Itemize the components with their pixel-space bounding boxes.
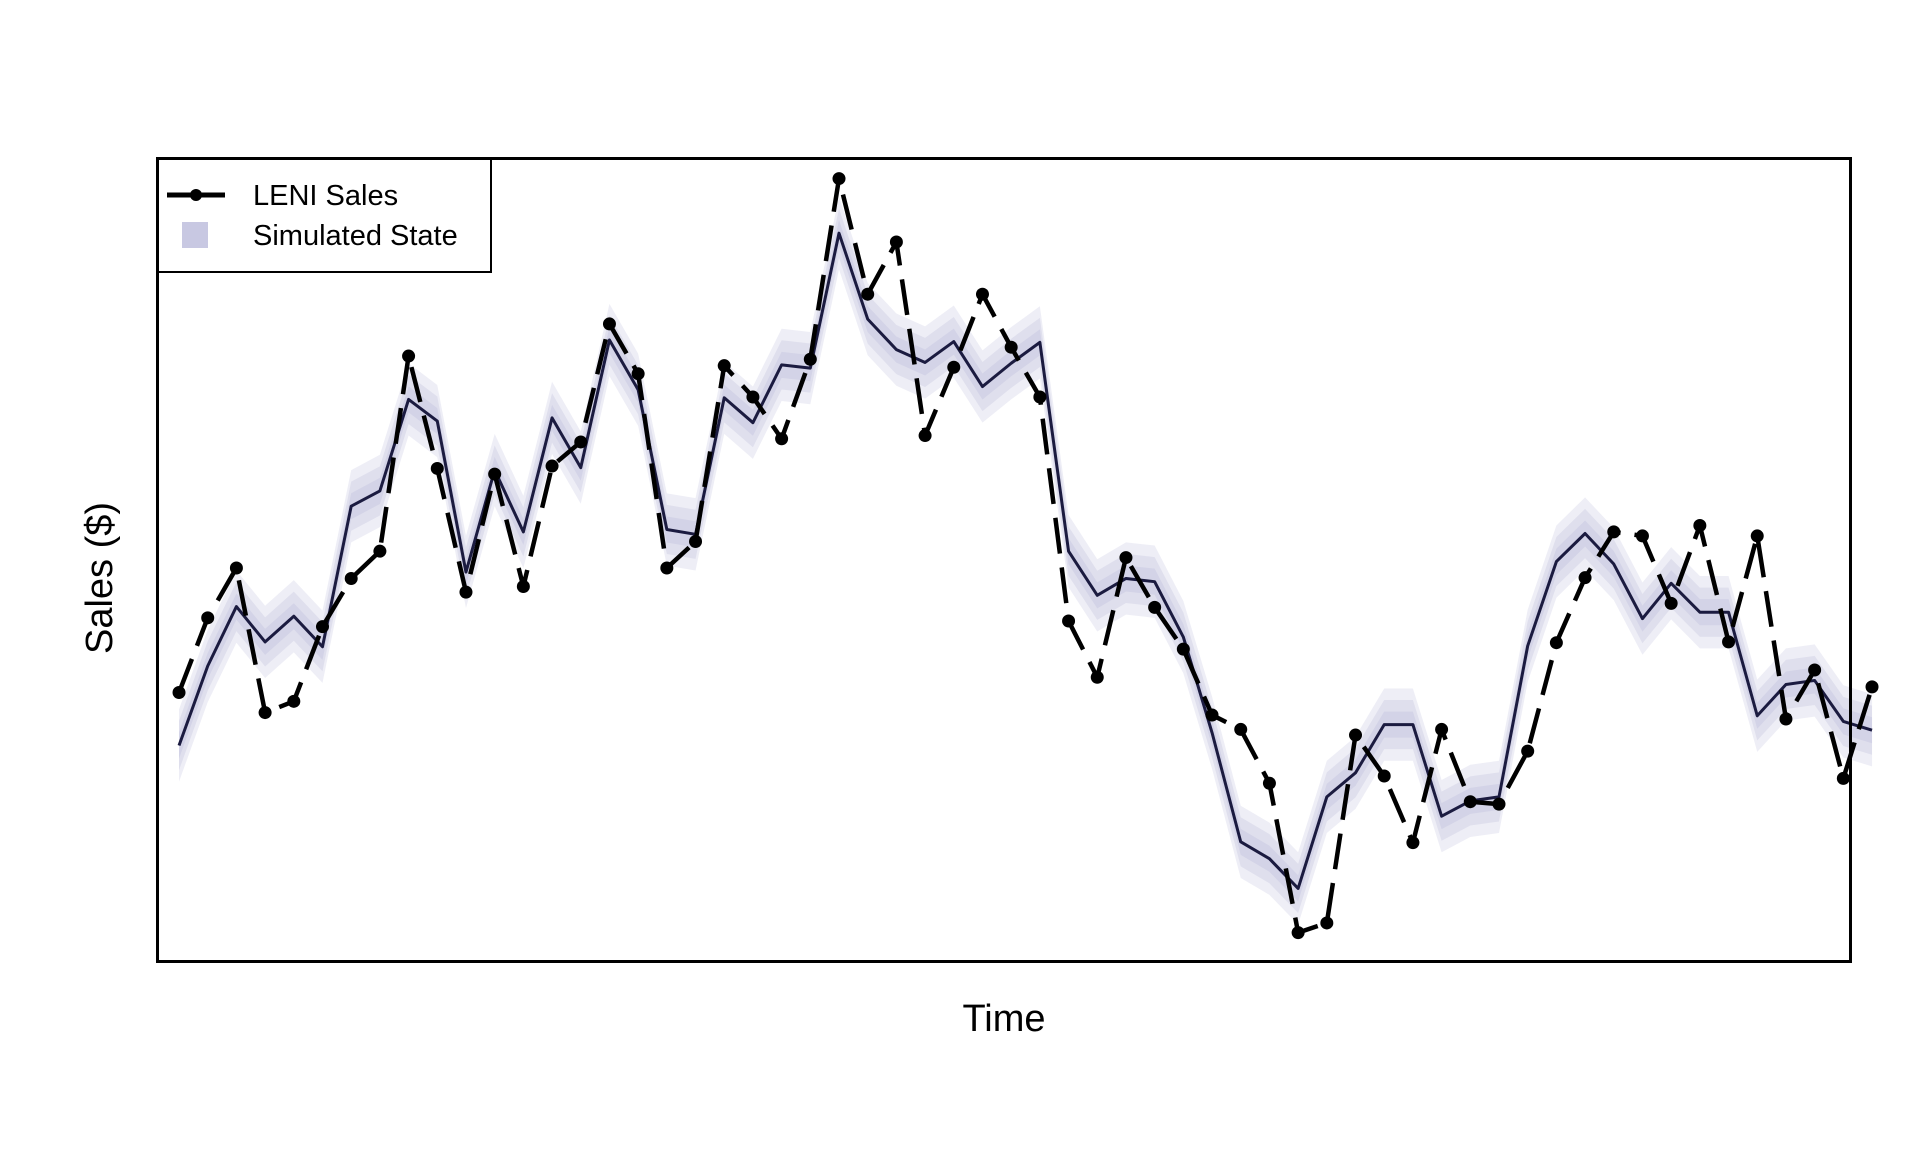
sales-point [1062,614,1076,628]
sales-point [1377,769,1391,783]
sales-point [1808,663,1822,677]
sales-point [918,429,932,443]
sales-point [1635,529,1649,543]
legend-label-state: Simulated State [253,220,458,252]
x-axis-title: Time [962,998,1045,1040]
legend-label-sales: LENI Sales [253,180,398,212]
sales-point [746,390,760,404]
sales-point [373,544,387,558]
sales-point [229,561,243,575]
sales-point [1865,680,1879,694]
sales-point [947,360,961,374]
sales-point [631,367,645,381]
sales-point [861,287,875,301]
sales-point [459,585,473,599]
sales-point [1664,596,1678,610]
sales-point [1406,836,1420,850]
y-axis-title: Sales ($) [79,502,121,654]
sales-point [574,435,588,449]
sales-point [287,694,301,708]
sales-point [315,620,329,634]
sales-point [1607,525,1621,539]
sales-point [602,317,616,331]
sales-point [803,352,817,366]
sales-point [775,432,789,446]
sales-point [1205,708,1219,722]
sales-point [344,571,358,585]
sales-point [1090,670,1104,684]
legend-band-swatch [182,222,208,248]
sales-point [689,535,703,549]
sales-point [1722,635,1736,649]
sales-point [1004,340,1018,354]
sales-point [1148,600,1162,614]
sales-point [1492,797,1506,811]
sales-point [832,172,846,186]
sales-point [1176,642,1190,656]
sales-point [1234,722,1248,736]
sales-point [1549,636,1563,650]
simulated-state-bands [179,197,1873,925]
sales-point [1262,776,1276,790]
sales-point [975,287,989,301]
sales-point [660,561,674,575]
sales-point [402,349,416,363]
sales-point [172,685,186,699]
sales-points [172,172,1879,940]
sales-point [516,579,530,593]
sales-point [1033,390,1047,404]
sales-point [430,461,444,475]
leni-sales-line [176,176,1875,935]
sales-point [1693,518,1707,532]
sales-point [1435,722,1449,736]
sales-point [545,459,559,473]
sales-point [1291,926,1305,940]
plot-frame [156,157,1852,963]
sales-point [1521,744,1535,758]
legend-box [157,158,492,273]
sales-point [1463,795,1477,809]
legend-point-swatch [190,189,202,201]
sales-point [889,235,903,249]
sales-point [1750,529,1764,543]
sales-point [1119,551,1133,565]
sales-point [258,706,272,720]
simulated-state-line [177,231,1873,890]
sales-point [1836,771,1850,785]
series-lines [176,176,1875,935]
sales-point [1779,712,1793,726]
sales-point [488,467,502,481]
sales-point [1320,916,1334,930]
sales-point [1349,728,1363,742]
sales-point [1578,571,1592,585]
sales-point [717,359,731,373]
legend: LENI Sales Simulated State [157,158,492,273]
sales-point [201,611,215,625]
state-band-layer-3 [179,220,1873,902]
